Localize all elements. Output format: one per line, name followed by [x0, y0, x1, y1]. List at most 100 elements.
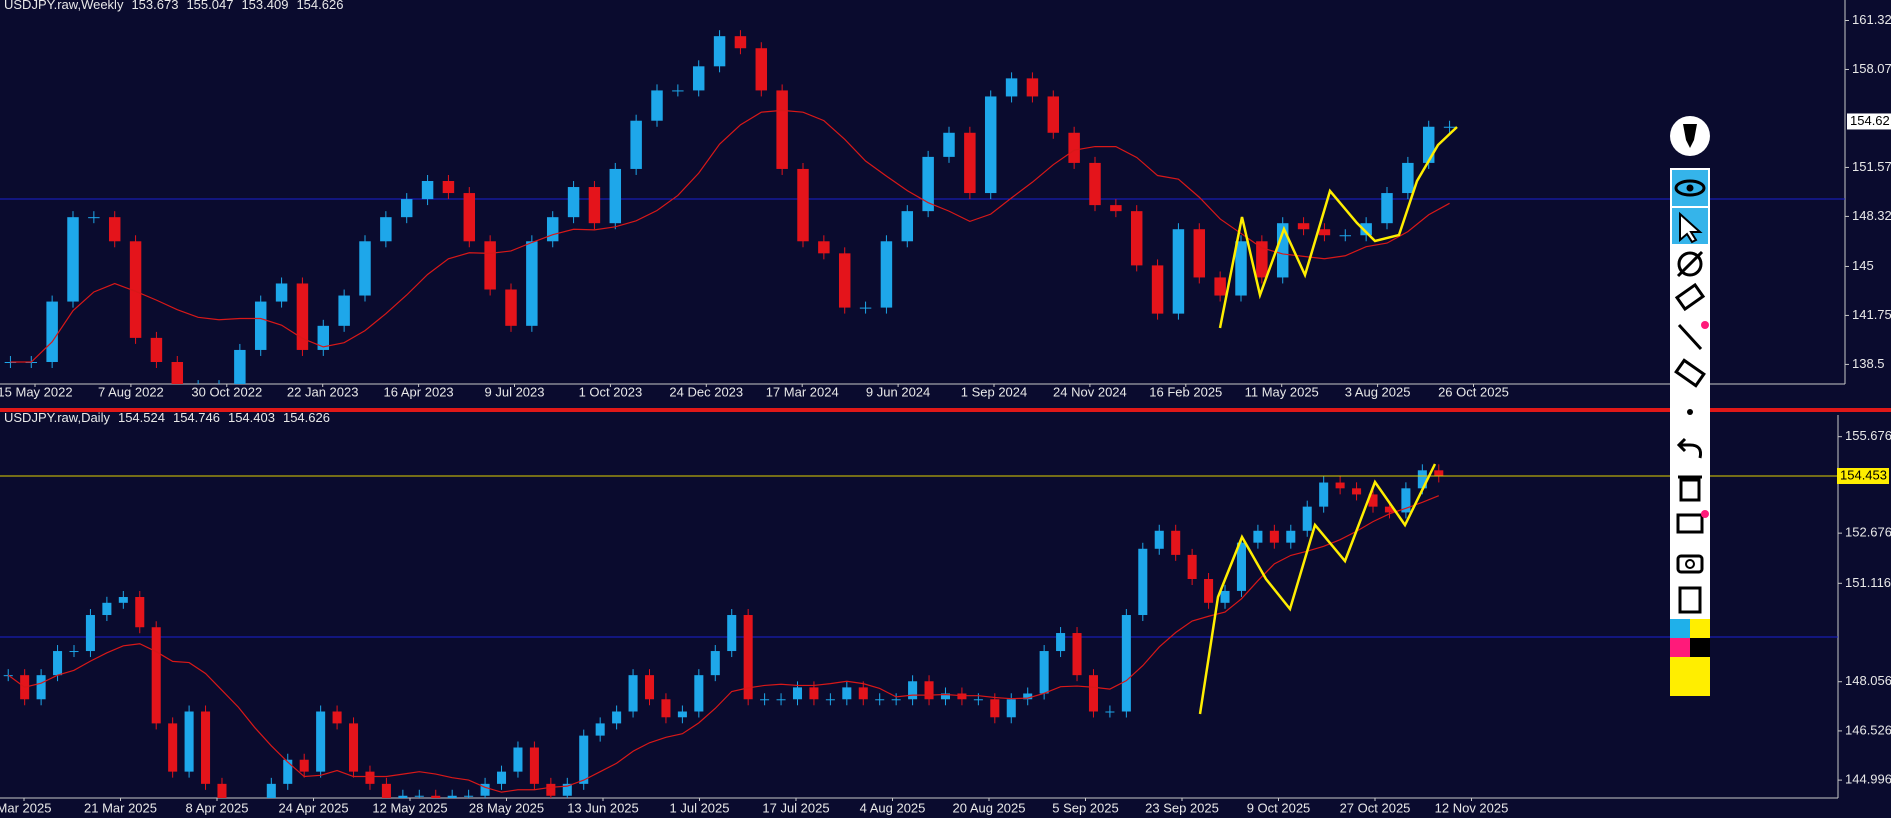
candle-body: [184, 711, 194, 772]
candle-body: [1434, 470, 1444, 477]
ohlc-value: 154.626: [283, 410, 330, 425]
x-tick-label: Mar 2025: [0, 800, 51, 815]
camera-lens: [1685, 559, 1695, 569]
candle-body: [1276, 223, 1289, 278]
candle-body: [1220, 590, 1230, 603]
candle-body: [266, 783, 276, 798]
candle-body: [943, 132, 955, 157]
candle-body: [1151, 265, 1164, 314]
candle-body: [254, 301, 267, 350]
candle-body: [672, 90, 684, 92]
candle-body: [792, 687, 803, 700]
dot-tool[interactable]: [1687, 409, 1693, 415]
candle-body: [171, 361, 184, 384]
candle-body: [398, 795, 408, 798]
clipboard-tool[interactable]: [1678, 586, 1702, 614]
candle-body: [381, 783, 391, 798]
candle-body: [217, 783, 227, 798]
x-tick-label: 28 May 2025: [469, 800, 544, 815]
candle-body: [1138, 548, 1148, 616]
candle-body: [630, 120, 642, 169]
candle-body: [776, 699, 786, 701]
candle-body: [85, 615, 95, 652]
candle-body: [129, 241, 142, 338]
candle-body: [579, 735, 589, 784]
y-tick-label: 158.07: [1852, 61, 1891, 76]
candle-body: [940, 693, 951, 700]
drawn-zigzag: [1218, 126, 1458, 329]
candle-body: [484, 241, 496, 290]
x-tick-label: 24 Nov 2024: [1053, 384, 1127, 399]
candle-body: [727, 615, 737, 652]
candle-body: [984, 96, 997, 194]
x-tick-label: 12 Nov 2025: [1435, 800, 1509, 815]
candle-body: [1339, 235, 1352, 237]
candle-body: [299, 759, 309, 772]
candle-body: [1384, 506, 1394, 513]
candle-body: [1443, 126, 1456, 128]
x-tick-label: 9 Jul 2023: [485, 384, 545, 399]
x-tick-label: 17 Jul 2025: [762, 800, 829, 815]
color-swatch[interactable]: [1670, 638, 1690, 657]
candle-body: [858, 687, 868, 700]
ohlc-value: 153.409: [241, 0, 288, 12]
color-dot: [1701, 321, 1709, 329]
candle-body: [1172, 229, 1185, 314]
candle-body: [496, 771, 507, 784]
undo-tool[interactable]: [1676, 437, 1702, 459]
candle-body: [447, 795, 457, 798]
x-tick-label: 9 Oct 2025: [1247, 800, 1311, 815]
candle-body: [1204, 579, 1214, 603]
x-tick-label: 4 Aug 2025: [860, 800, 926, 815]
candle-body: [365, 771, 375, 784]
x-tick-label: 27 Oct 2025: [1340, 800, 1411, 815]
candle-body: [275, 283, 288, 302]
candle-body: [1171, 530, 1181, 555]
candle-body: [201, 711, 211, 784]
candle-body: [1056, 633, 1066, 652]
candle-body: [567, 187, 580, 218]
highlighter-tool[interactable]: [1674, 282, 1706, 312]
y-tick-label: 146.526: [1845, 722, 1891, 737]
color-swatch[interactable]: [1690, 638, 1710, 657]
y-tick-label: 161.32: [1852, 12, 1891, 27]
slideshow-tool[interactable]: [1676, 513, 1704, 534]
candle-body: [135, 597, 145, 628]
candle-body: [692, 66, 705, 91]
candle-body: [1352, 488, 1362, 495]
x-tick-label: 3 Aug 2025: [1345, 384, 1411, 399]
candle-body: [797, 168, 809, 242]
candle-body: [1154, 530, 1164, 549]
eraser-tool[interactable]: [1674, 358, 1706, 388]
candle-body: [317, 325, 330, 350]
delete-tool[interactable]: [1679, 478, 1701, 502]
ohlc-value: 153.673: [131, 0, 178, 12]
candle-body: [713, 36, 726, 67]
candle-body: [1047, 96, 1060, 133]
x-tick-label: 1 Jul 2025: [670, 800, 730, 815]
screenshot-tool[interactable]: [1676, 554, 1704, 574]
candle-body: [69, 651, 79, 653]
x-tick-label: 16 Apr 2023: [384, 384, 454, 399]
candle-body: [1256, 241, 1268, 278]
candle-body: [108, 217, 121, 242]
ohlc-value: 154.626: [296, 0, 343, 12]
color-swatch[interactable]: [1670, 657, 1710, 696]
x-tick-label: 5 Sep 2025: [1052, 800, 1119, 815]
candle-body: [922, 156, 934, 212]
symbol-timeframe: USDJPY.raw,Daily: [4, 410, 110, 425]
candle-body: [1023, 693, 1033, 700]
candle-body: [332, 711, 342, 724]
candle-body: [1302, 506, 1312, 531]
color-swatch[interactable]: [1670, 619, 1690, 638]
candle-body: [400, 199, 413, 218]
candle-body: [338, 295, 350, 326]
x-tick-label: 26 Oct 2025: [1438, 384, 1509, 399]
candle-body: [1381, 193, 1393, 224]
line-tool[interactable]: [1677, 323, 1703, 351]
hide-tool[interactable]: [1677, 251, 1703, 277]
color-swatch[interactable]: [1690, 619, 1710, 638]
candle-body: [421, 180, 434, 200]
